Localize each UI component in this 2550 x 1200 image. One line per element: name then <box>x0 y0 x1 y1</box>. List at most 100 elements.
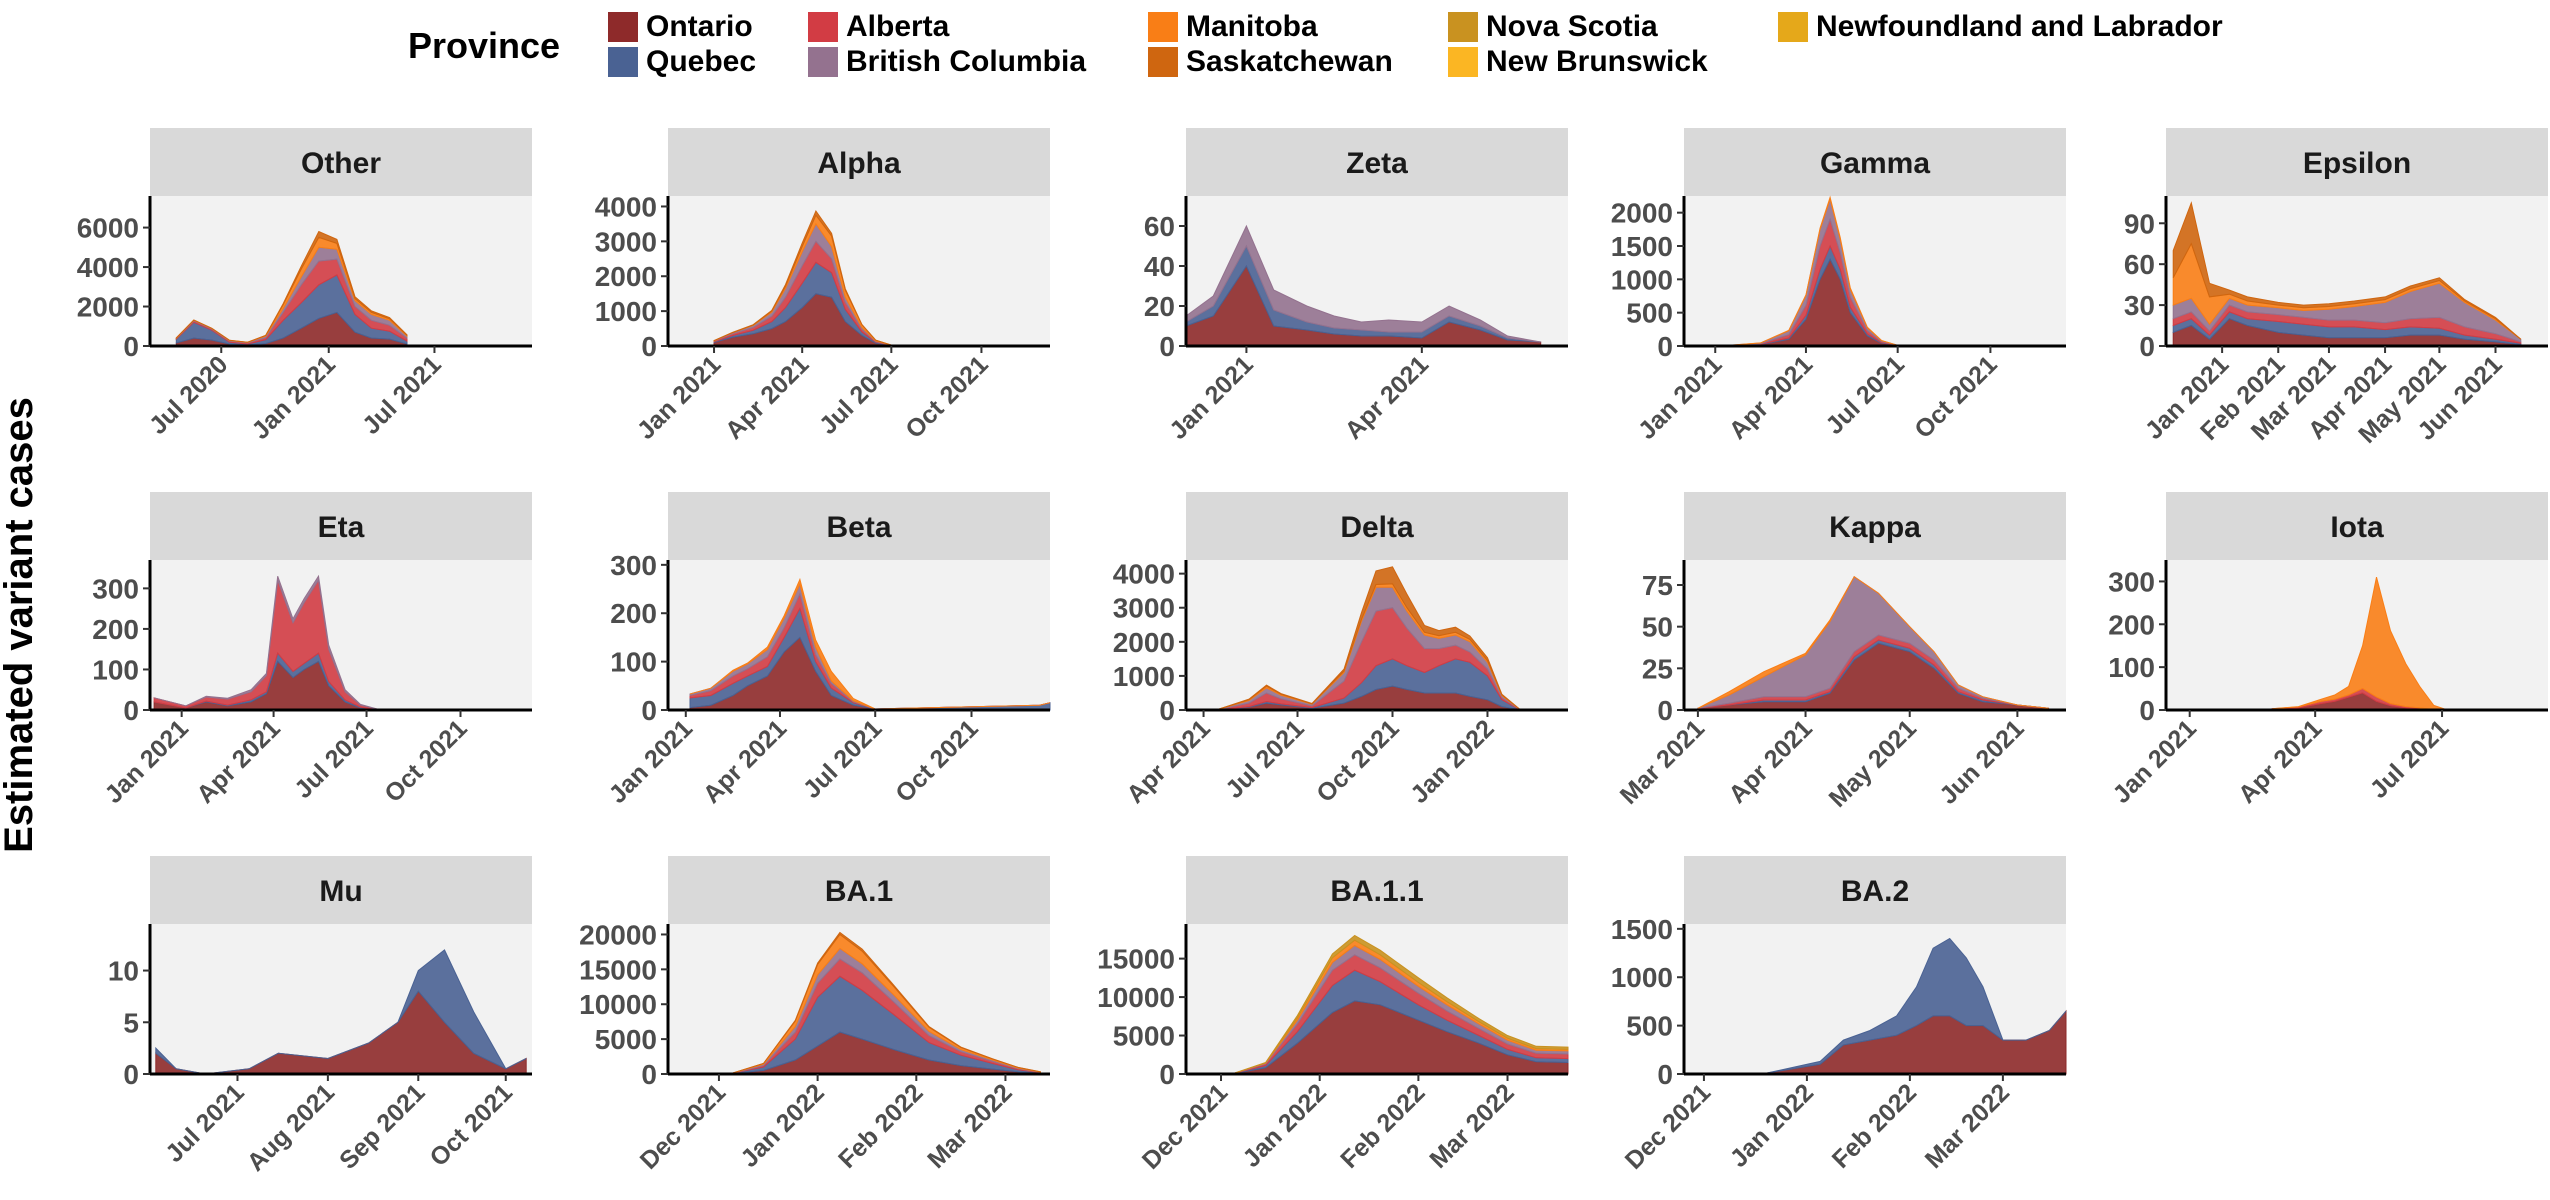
legend-swatch-saskatchewan <box>1148 47 1178 77</box>
y-tick-label: 2000 <box>1113 627 1175 658</box>
y-tick-label: 90 <box>2124 208 2155 239</box>
x-tick-label: Apr 2021 <box>2233 714 2328 809</box>
x-tick-label: Jan 2021 <box>604 714 699 809</box>
x-tick-label: Jan 2021 <box>1164 350 1259 445</box>
x-tick-label: Jun 2021 <box>1934 714 2030 810</box>
x-tick-label: Apr 2021 <box>1724 350 1819 445</box>
y-tick-label: 3000 <box>595 226 657 257</box>
y-tick-label: 300 <box>92 573 139 604</box>
y-tick-label: 300 <box>2108 566 2155 597</box>
x-tick-label: Jul 2021 <box>798 714 888 804</box>
y-tick-label: 1000 <box>1113 661 1175 692</box>
panel-beta: Beta 0 100 200 300 Jan 2021 Apr 2021 Jul 2021 Oc… <box>604 492 1051 809</box>
x-tick-label: Aug 2021 <box>242 1078 340 1176</box>
legend-label-quebec: Quebec <box>646 45 756 78</box>
y-tick-label: 2000 <box>595 261 657 292</box>
series-group <box>1697 575 2050 711</box>
y-tick-label: 4000 <box>1113 559 1175 590</box>
x-tick-label: Apr 2021 <box>698 714 793 809</box>
x-tick-label: May 2021 <box>1824 714 1922 812</box>
y-tick-label: 5000 <box>1113 1021 1175 1052</box>
series-nova-scotia <box>1233 934 1569 1074</box>
panel-other: Other 0 2000 4000 6000 Jul 2020 Jan 2021 Jul 20… <box>77 128 532 445</box>
legend-label-saskatchewan: Saskatchewan <box>1186 45 1393 78</box>
legend-label-british-columbia: British Columbia <box>846 45 1086 78</box>
panel-kappa: Kappa 0 25 50 75 Mar 2021 Apr 2021 May 2021 Jun … <box>1615 492 2066 813</box>
y-tick-label: 1000 <box>1611 264 1673 295</box>
y-tick-label: 100 <box>2108 652 2155 683</box>
panel-strip <box>668 492 1050 560</box>
legend-swatch-ontario <box>608 12 638 42</box>
series-saskatchewan <box>731 931 1041 1074</box>
y-tick-label: 100 <box>92 654 139 685</box>
panel-title: Eta <box>318 511 365 544</box>
panel-strip <box>2166 128 2548 196</box>
y-tick-label: 1000 <box>595 296 657 327</box>
legend-label-manitoba: Manitoba <box>1186 10 1318 43</box>
x-tick-label: Mar 2021 <box>1615 714 1711 810</box>
panel-title: BA.1 <box>825 875 893 908</box>
x-tick-label: Oct 2021 <box>424 1078 518 1172</box>
x-tick-label: Feb 2022 <box>1827 1078 1922 1173</box>
legend-swatch-new-brunswick <box>1448 47 1478 77</box>
panel-title: Epsilon <box>2303 147 2411 180</box>
series-quebec <box>155 949 527 1075</box>
panel-title: Beta <box>826 511 891 544</box>
y-tick-label: 2000 <box>77 292 139 323</box>
x-tick-label: Jul 2021 <box>1220 714 1310 804</box>
x-tick-label: Apr 2021 <box>1723 714 1818 809</box>
x-tick-label: Jul 2020 <box>144 350 234 440</box>
panel-title: Iota <box>2330 511 2384 544</box>
panel-strip <box>1684 492 2066 560</box>
panel-strip <box>150 128 532 196</box>
x-tick-label: Jan 2021 <box>1633 350 1728 445</box>
x-tick-label: Oct 2021 <box>890 714 984 808</box>
x-tick-label: Jul 2021 <box>1820 350 1910 440</box>
y-tick-label: 60 <box>2124 249 2155 280</box>
legend-label-alberta: Alberta <box>846 10 950 43</box>
panel-title: Other <box>301 147 381 180</box>
x-tick-label: Jul 2021 <box>814 350 904 440</box>
panel-title: BA.2 <box>1841 875 1909 908</box>
y-tick-label: 500 <box>1626 298 1673 329</box>
y-tick-label: 0 <box>1159 695 1175 726</box>
panel-strip <box>2166 492 2548 560</box>
panel-strip <box>1186 492 1568 560</box>
panel-strip <box>150 856 532 924</box>
y-tick-label: 0 <box>123 331 139 362</box>
x-tick-label: Jan 2021 <box>632 350 727 445</box>
x-tick-label: Apr 2021 <box>720 350 815 445</box>
y-tick-label: 1500 <box>1611 231 1673 262</box>
x-tick-label: Oct 2021 <box>900 350 994 444</box>
x-tick-label: Sep 2021 <box>334 1078 431 1175</box>
x-tick-label: Feb 2022 <box>1335 1078 1430 1173</box>
panel-strip <box>150 492 532 560</box>
x-tick-label: Dec 2021 <box>1620 1078 1717 1175</box>
legend-swatch-quebec <box>608 47 638 77</box>
y-tick-label: 75 <box>1642 570 1673 601</box>
y-tick-label: 20000 <box>579 919 657 950</box>
legend-label-nova-scotia: Nova Scotia <box>1486 10 1658 43</box>
y-tick-label: 10 <box>108 956 139 987</box>
panel-strip <box>1684 128 2066 196</box>
panel-ba-1: BA.1 0 5000 10000 15000 20000 Dec 2021 Jan 2022… <box>579 856 1050 1175</box>
x-tick-label: Jan 2021 <box>246 350 341 445</box>
legend-swatch-manitoba <box>1148 12 1178 42</box>
y-tick-label: 0 <box>641 695 657 726</box>
series-group <box>2172 201 2522 347</box>
y-tick-label: 15000 <box>1097 944 1175 975</box>
panel-ba-2: BA.2 0 500 1000 1500 Dec 2021 Jan 2022 Feb 2022… <box>1611 856 2067 1175</box>
x-tick-label: Apr 2021 <box>1340 350 1435 445</box>
y-tick-label: 15000 <box>579 954 657 985</box>
legend-label-ontario: Ontario <box>646 10 753 43</box>
panel-title: Kappa <box>1829 511 1921 544</box>
y-axis-label: Estimated variant cases <box>0 397 41 853</box>
y-tick-label: 1500 <box>1611 914 1673 945</box>
panel-strip <box>1186 128 1568 196</box>
x-tick-label: Oct 2021 <box>379 714 473 808</box>
